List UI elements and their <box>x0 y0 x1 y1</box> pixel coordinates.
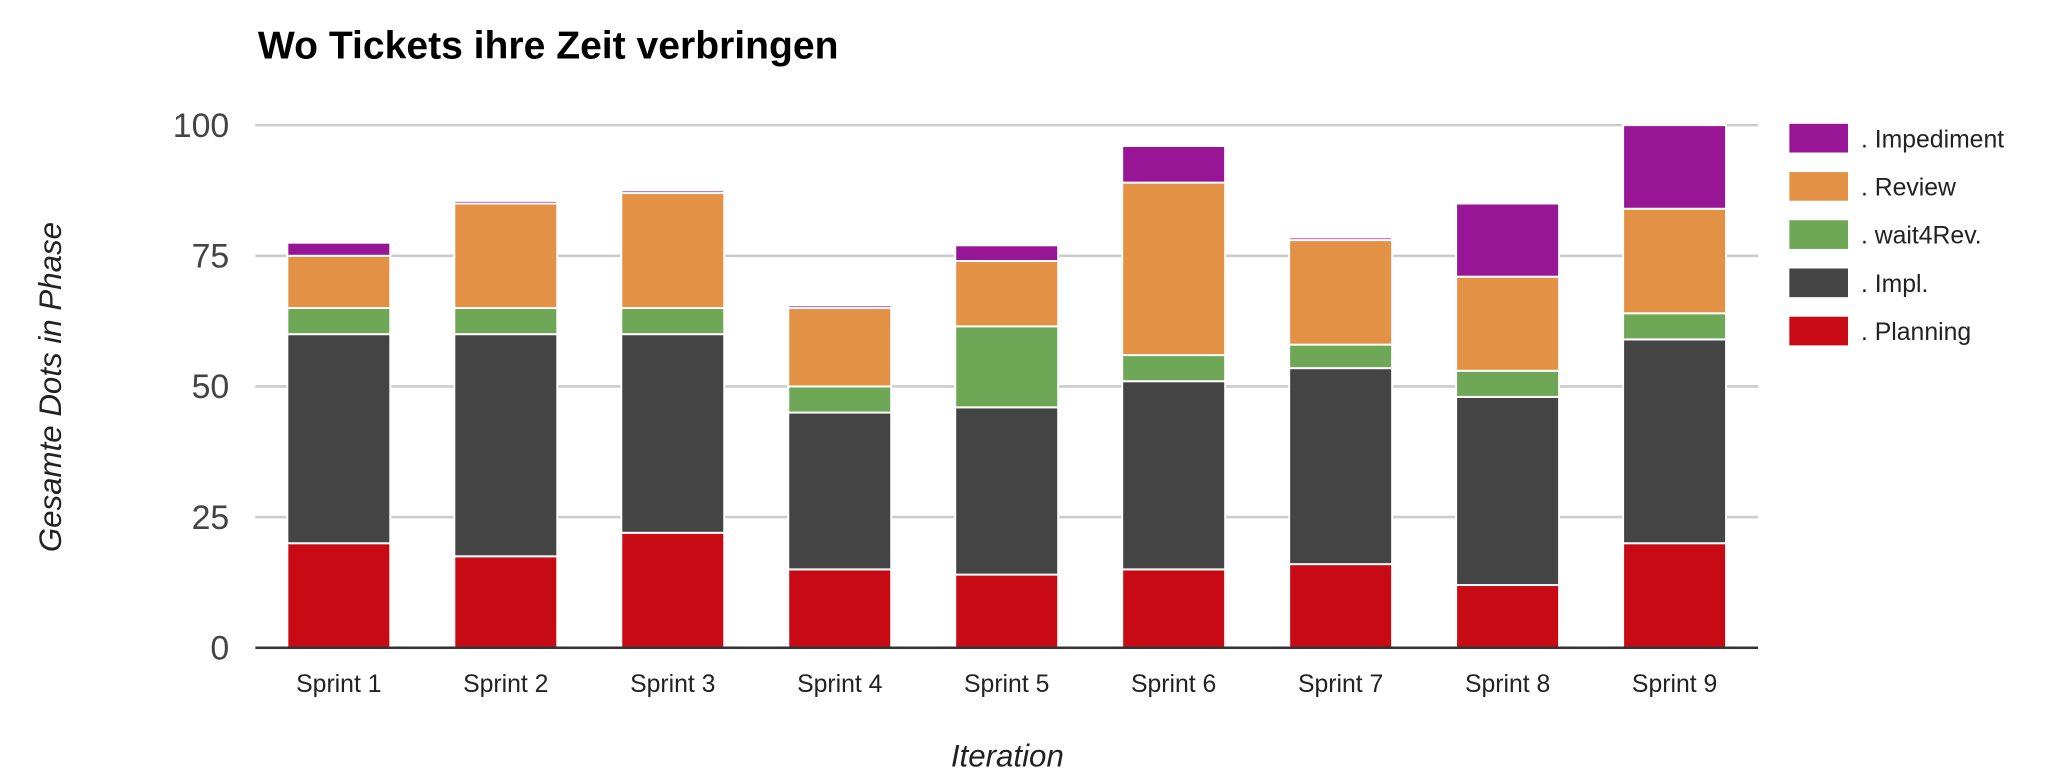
legend-label: . Review <box>1861 175 1956 202</box>
x-tick-label: Sprint 9 <box>1632 671 1717 698</box>
legend-swatch <box>1789 268 1849 298</box>
x-tick-label: Sprint 1 <box>296 671 381 698</box>
y-tick-label: 50 <box>192 368 230 406</box>
y-tick-label: 0 <box>210 629 229 667</box>
legend: . Impediment . Review . wait4Rev. . Impl. . … <box>1789 123 2004 346</box>
bar-segment-review <box>286 254 392 310</box>
bar-segment-impl <box>453 333 559 558</box>
bar-segment-review <box>620 192 726 310</box>
legend-swatch <box>1789 220 1849 249</box>
bar-segment-wait4rev <box>286 307 392 336</box>
x-tick-label: Sprint 4 <box>797 671 883 698</box>
bar-segment-impediment <box>954 244 1060 262</box>
bar-segment-review <box>1288 239 1394 346</box>
bar-segment-impl <box>1288 367 1394 566</box>
bar-segment-planning <box>1455 584 1561 649</box>
legend-swatch <box>1789 172 1849 201</box>
bar-segment-wait4rev <box>1455 369 1561 398</box>
bar-segment-impediment <box>286 241 392 257</box>
x-tick-label: Sprint 3 <box>630 671 715 698</box>
x-tick-label: Sprint 5 <box>964 671 1049 698</box>
bar-segment-wait4rev <box>787 385 893 414</box>
bar-segment-impl <box>954 406 1060 576</box>
chart-title: Wo Tickets ihre Zeit verbringen <box>258 25 839 68</box>
bar-segment-impl <box>286 333 392 545</box>
x-axis-title: Iteration <box>951 738 1064 773</box>
bar-segment-impl <box>1121 380 1227 571</box>
bar-segment-impl <box>1622 338 1728 545</box>
bar-segment-review <box>787 307 893 388</box>
bar-segment-planning <box>620 531 726 649</box>
bar-segment-planning <box>1121 568 1227 649</box>
bar-segment-planning <box>787 568 893 649</box>
bar-segment-impediment <box>453 199 559 205</box>
y-tick-label: 25 <box>192 499 230 537</box>
legend-swatch <box>1789 316 1849 346</box>
bar-segment-impl <box>620 333 726 534</box>
bar-segment-impediment <box>1121 145 1227 184</box>
bar-segment-planning <box>453 555 559 649</box>
bar-segment-planning <box>1288 563 1394 649</box>
bar-segment-review <box>1121 181 1227 357</box>
y-tick-label: 75 <box>192 238 230 276</box>
legend-label: . wait4Rev. <box>1861 223 1982 250</box>
y-axis-title: Gesamte Dots in Phase <box>33 222 68 552</box>
legend-label: . Planning <box>1861 319 1971 346</box>
x-tick-label: Sprint 6 <box>1131 671 1216 698</box>
bar-segment-impediment <box>1288 236 1394 242</box>
bar-segment-review <box>1622 207 1728 315</box>
bar-segment-review <box>453 202 559 310</box>
bar-segment-review <box>954 260 1060 328</box>
bar-segment-impediment <box>620 189 726 195</box>
bar-segment-impl <box>1455 395 1561 587</box>
x-tick-label: Sprint 7 <box>1298 671 1383 698</box>
bar-segment-wait4rev <box>453 307 559 336</box>
bar-segment-planning <box>286 542 392 649</box>
x-tick-label: Sprint 2 <box>463 671 548 698</box>
legend-swatch <box>1789 123 1849 153</box>
bar-segment-wait4rev <box>1622 312 1728 341</box>
bar-segment-wait4rev <box>1121 354 1227 383</box>
legend-label: . Impl. <box>1861 271 1928 298</box>
bar-segment-impediment <box>1455 202 1561 278</box>
bar-segment-wait4rev <box>1288 343 1394 370</box>
x-tick-label: Sprint 8 <box>1465 671 1550 698</box>
bar-segment-wait4rev <box>954 325 1060 409</box>
bar-segment-planning <box>1622 542 1728 649</box>
legend-label: . Impediment <box>1861 126 2004 153</box>
bar-segment-impediment <box>1622 124 1728 210</box>
bar-segment-planning <box>954 573 1060 649</box>
bar-segment-review <box>1455 275 1561 372</box>
y-tick-label: 100 <box>173 107 230 145</box>
bar-segment-wait4rev <box>620 307 726 336</box>
bar-segment-impl <box>787 411 893 571</box>
bar-segment-impediment <box>787 304 893 310</box>
